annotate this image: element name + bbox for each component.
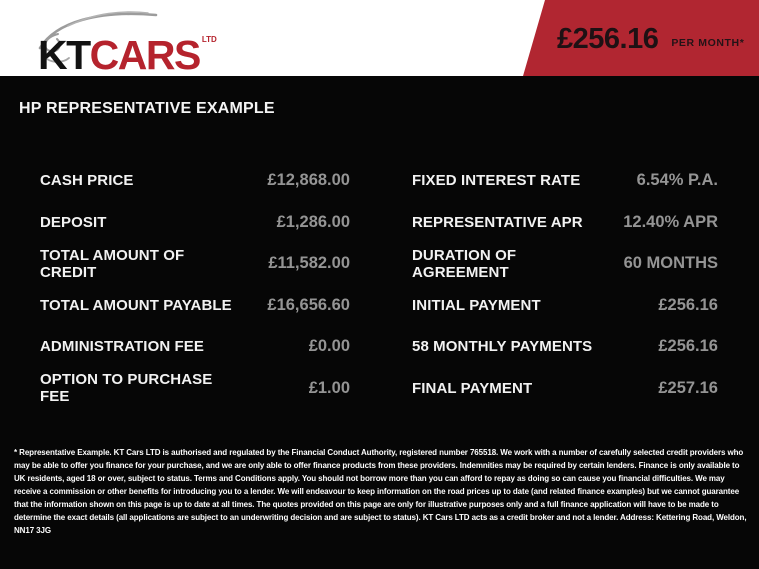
finance-value: 60 MONTHS [623, 254, 718, 273]
logo-text: KTCARS LTD [38, 32, 217, 78]
header-bar: KTCARS LTD £256.16 PER MONTH* [0, 0, 759, 76]
finance-value: £256.16 [658, 295, 718, 314]
page-title: HP REPRESENTATIVE EXAMPLE [19, 100, 275, 117]
finance-value: £1.00 [308, 378, 350, 397]
logo-kt: KT [38, 32, 91, 78]
finance-label: TOTAL AMOUNT PAYABLE [40, 296, 232, 314]
logo-cars: CARS [89, 32, 202, 78]
finance-value: 12.40% APR [623, 212, 718, 231]
finance-value: £16,656.60 [267, 295, 350, 314]
finance-label: OPTION TO PURCHASE FEE [40, 371, 213, 406]
monthly-price-suffix: PER MONTH* [671, 36, 745, 49]
dealer-logo: KTCARS LTD [38, 0, 217, 85]
finance-label: 58 MONTHLY PAYMENTS [412, 338, 593, 356]
finance-row: OPTION TO PURCHASE FEE £1.00 FINAL PAYME… [0, 368, 759, 410]
finance-value: £12,868.00 [267, 171, 350, 190]
finance-label: CASH PRICE [40, 172, 134, 190]
finance-label: DURATION OF AGREEMENT [412, 246, 517, 281]
finance-label: TOTAL AMOUNT OF CREDIT [40, 246, 185, 281]
finance-label: REPRESENTATIVE APR [412, 213, 583, 231]
finance-value: £257.16 [658, 378, 718, 397]
finance-label: INITIAL PAYMENT [412, 296, 541, 314]
finance-label: FIXED INTEREST RATE [412, 172, 581, 190]
finance-row: ADMINISTRATION FEE £0.00 58 MONTHLY PAYM… [0, 326, 759, 368]
finance-value: £0.00 [308, 337, 350, 356]
finance-row: TOTAL AMOUNT OF CREDIT £11,582.00 DURATI… [0, 243, 759, 285]
monthly-price: £256.16 [557, 22, 659, 55]
finance-label: FINAL PAYMENT [412, 379, 533, 397]
finance-table: CASH PRICE £12,868.00 FIXED INTEREST RAT… [0, 160, 759, 409]
finance-value: £256.16 [658, 337, 718, 356]
finance-value: 6.54% P.A. [636, 171, 718, 190]
finance-label: ADMINISTRATION FEE [40, 338, 205, 356]
finance-row: CASH PRICE £12,868.00 FIXED INTEREST RAT… [0, 160, 759, 202]
finance-value: £1,286.00 [276, 212, 350, 231]
finance-label: DEPOSIT [40, 213, 107, 231]
legal-disclaimer: * Representative Example. KT Cars LTD is… [14, 448, 747, 535]
finance-row: TOTAL AMOUNT PAYABLE £16,656.60 INITIAL … [0, 285, 759, 327]
finance-value: £11,582.00 [268, 254, 350, 273]
finance-row: DEPOSIT £1,286.00 REPRESENTATIVE APR 12.… [0, 202, 759, 244]
logo-ltd: LTD [201, 35, 217, 44]
monthly-price-banner: £256.16 PER MONTH* [523, 0, 759, 76]
